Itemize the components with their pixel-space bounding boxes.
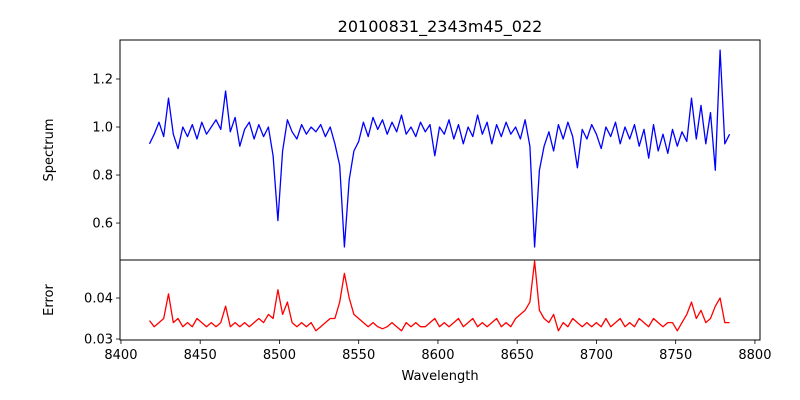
error-x-tick-label: 8550 [342, 348, 375, 363]
spectrum-y-tick-label: 0.8 [92, 169, 113, 184]
spectrum-axes-frame [119, 39, 761, 261]
error-x-tick-label: 8450 [184, 348, 217, 363]
spectrum-y-label: Spectrum [42, 119, 57, 182]
error-x-tick-label: 8800 [738, 348, 771, 363]
error-y-tick-label: 0.03 [84, 333, 113, 348]
error-y-label: Error [42, 284, 57, 316]
spectrum-panel: 0.6 0.8 1.0 1.2 [92, 39, 761, 261]
error-line [148, 260, 730, 332]
error-x-tick-label: 8400 [104, 348, 137, 363]
error-y-tick-label: 0.04 [84, 292, 113, 307]
error-x-tick-label: 8650 [501, 348, 534, 363]
chart-title: 20100831_2343m45_022 [338, 17, 543, 37]
spectrum-y-tick-label: 1.2 [92, 73, 113, 88]
error-x-tick-label: 8700 [580, 348, 613, 363]
spectrum-y-tick-label: 1.0 [92, 121, 113, 136]
error-axes-frame [119, 259, 761, 341]
error-x-tick-label: 8750 [659, 348, 692, 363]
spectrum-line [148, 49, 731, 248]
error-x-tick-label: 8600 [421, 348, 454, 363]
error-panel: 0.03 0.04 8400 8450 8500 8550 8600 8650 8700 8750… [84, 259, 771, 363]
error-x-tick-label: 8500 [263, 348, 296, 363]
x-axis-label: Wavelength [401, 369, 478, 384]
spectrum-y-tick-label: 0.6 [92, 217, 113, 232]
